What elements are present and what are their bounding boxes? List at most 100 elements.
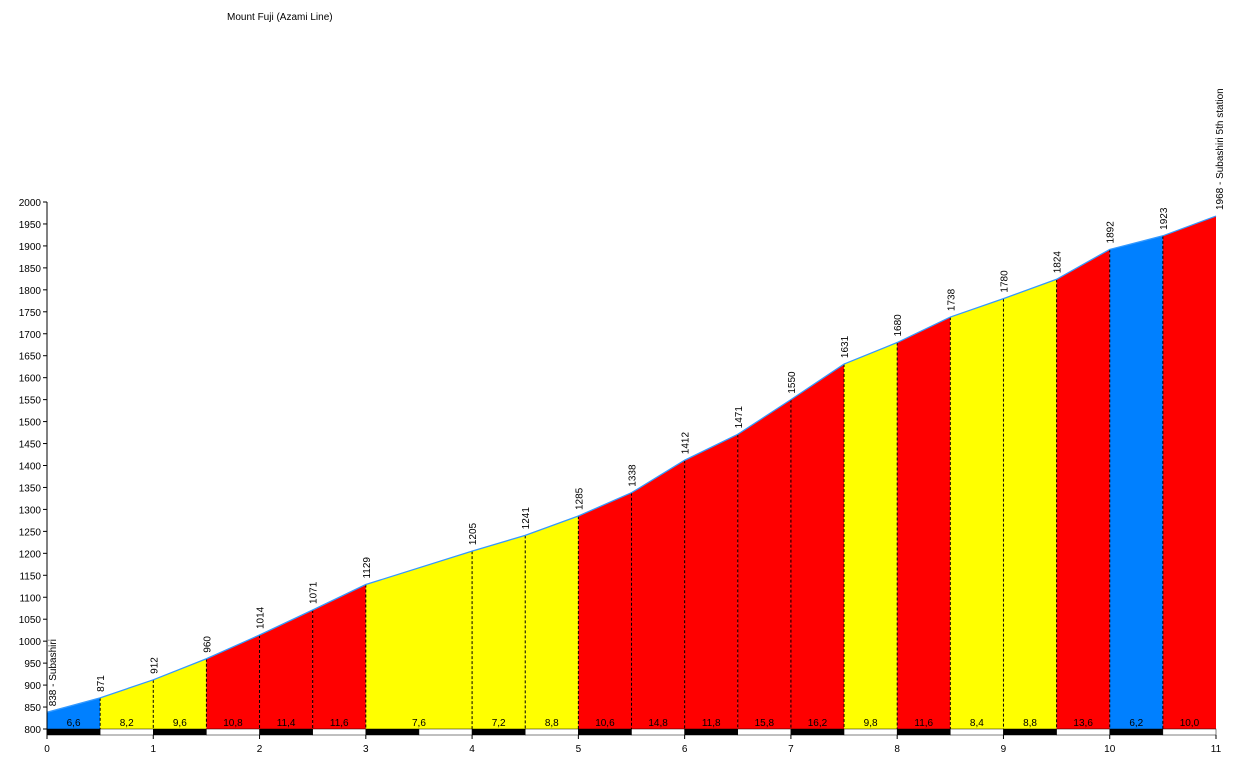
- gradient-label: 16,2: [808, 718, 828, 729]
- chart-title: Mount Fuji (Azami Line): [227, 12, 333, 23]
- gradient-label: 6,6: [67, 718, 81, 729]
- y-tick-label: 1350: [19, 483, 42, 494]
- y-tick-label: 1500: [19, 418, 42, 429]
- gradient-label: 11,6: [330, 718, 349, 729]
- gradient-label: 7,2: [492, 718, 506, 729]
- elevation-label: 871: [96, 675, 107, 692]
- kilometre-bar: [46, 728, 1217, 736]
- y-tick-label: 800: [24, 725, 41, 736]
- elevation-label: 1824: [1053, 251, 1064, 274]
- y-tick-label: 1000: [19, 637, 42, 648]
- km-bar-block: [46, 728, 101, 736]
- elevation-label: 912: [149, 657, 160, 674]
- y-tick-label: 2000: [19, 198, 42, 209]
- gradient-label: 10,6: [595, 718, 615, 729]
- y-tick-label: 1950: [19, 220, 42, 231]
- km-bar-block: [418, 728, 473, 736]
- y-tick-label: 1200: [19, 549, 42, 560]
- y-tick-label: 1900: [19, 242, 42, 253]
- km-bar-block: [153, 728, 207, 736]
- km-bar-block: [312, 728, 367, 736]
- x-tick-label: 11: [1211, 744, 1222, 755]
- y-tick-label: 1750: [19, 308, 42, 319]
- x-tick-label: 9: [1001, 744, 1007, 755]
- elevation-label: 1780: [999, 270, 1010, 293]
- gradient-label: 8,4: [970, 718, 984, 729]
- km-bar-block: [1056, 728, 1110, 736]
- elevation-label: 1338: [628, 464, 639, 487]
- km-bar-block: [1003, 728, 1057, 736]
- elevation-label: 1892: [1106, 221, 1117, 244]
- x-tick-label: 8: [894, 744, 900, 755]
- y-tick-label: 1300: [19, 505, 42, 516]
- segment-area-6: [312, 584, 366, 729]
- elevation-label: 1412: [681, 432, 692, 455]
- elevation-label: 1968 - Subashiri 5th station: [1215, 88, 1226, 210]
- gradient-label: 10,8: [223, 718, 243, 729]
- segment-area-5: [259, 609, 313, 729]
- segment-area-12: [684, 434, 738, 729]
- segment-area-14: [790, 364, 845, 729]
- km-bar-block: [578, 728, 632, 736]
- x-tick-label: 6: [682, 744, 688, 755]
- elevation-label: 1738: [946, 288, 957, 311]
- x-axis: 0 1 2 3 4 5 6 7 8 9 10 11: [44, 735, 1222, 755]
- km-bar-block: [1162, 728, 1217, 736]
- gradient-label: 11,8: [702, 718, 721, 729]
- elevation-label: 1071: [309, 581, 320, 604]
- y-tick-label: 1400: [19, 462, 42, 473]
- elevation-label: 1923: [1159, 207, 1170, 230]
- y-tick-label: 1250: [19, 527, 42, 538]
- gradient-labels: 6,6 8,2 9,6 10,8 11,4 11,6 7,6 7,2 8,8 10,6 14,8 11…: [67, 718, 1200, 729]
- elevation-label: 960: [202, 636, 213, 653]
- gradient-label: 9,8: [864, 718, 878, 729]
- elevation-label: 1471: [734, 406, 745, 429]
- gradient-label: 9,6: [173, 718, 187, 729]
- km-bar-block: [1109, 728, 1164, 736]
- segment-area-18: [1003, 279, 1057, 729]
- gradient-label: 14,8: [648, 718, 668, 729]
- km-bar-block: [524, 728, 579, 736]
- x-tick-label: 2: [257, 744, 263, 755]
- km-bar-block: [737, 728, 792, 736]
- y-tick-label: 1550: [19, 396, 42, 407]
- x-tick-label: 0: [44, 744, 50, 755]
- segment-area-16: [897, 317, 951, 729]
- segment-area-11: [631, 460, 685, 729]
- segment-area-2: [100, 679, 154, 729]
- x-tick-label: 3: [363, 744, 369, 755]
- profile-line: [46, 215, 1217, 713]
- km-bar-block: [206, 728, 260, 736]
- segment-area-17: [950, 298, 1004, 729]
- km-bar-block: [896, 728, 951, 736]
- elevation-label: 1285: [574, 487, 585, 510]
- elevation-labels: 838 - Subashiri 871 912 960 1014 1071 1129 1205…: [48, 88, 1226, 706]
- gradient-label: 7,6: [412, 718, 426, 729]
- y-tick-label: 1100: [19, 593, 41, 604]
- y-tick-label: 1800: [19, 286, 42, 297]
- segment-area-7: [365, 551, 473, 729]
- gradient-label: 11,6: [914, 718, 933, 729]
- x-tick-label: 5: [576, 744, 582, 755]
- km-bar-block: [471, 728, 526, 736]
- segment-area-20: [1109, 235, 1163, 729]
- km-bar-block: [259, 728, 313, 736]
- y-tick-label: 1450: [19, 440, 42, 451]
- elevation-label: 1550: [787, 371, 798, 394]
- elevation-label: 1014: [256, 606, 267, 629]
- elevation-label: 1205: [468, 522, 479, 545]
- elevation-label: 838 - Subashiri: [48, 639, 59, 706]
- km-bar-block: [631, 728, 685, 736]
- elevation-label: 1241: [521, 507, 532, 530]
- gradient-label: 11,4: [277, 718, 296, 729]
- km-bar-block: [790, 728, 845, 736]
- y-axis: 800 850 900 950 1000 1050 1100 1150 1200 1250 1300…: [19, 198, 48, 736]
- gradient-label: 10,0: [1180, 718, 1200, 729]
- km-bar-block: [684, 728, 739, 736]
- y-tick-label: 850: [24, 703, 41, 714]
- y-tick-label: 1600: [19, 374, 42, 385]
- y-tick-label: 1850: [19, 264, 42, 275]
- gradient-label: 8,2: [120, 718, 134, 729]
- x-tick-label: 10: [1104, 744, 1116, 755]
- segment-area-10: [578, 492, 632, 729]
